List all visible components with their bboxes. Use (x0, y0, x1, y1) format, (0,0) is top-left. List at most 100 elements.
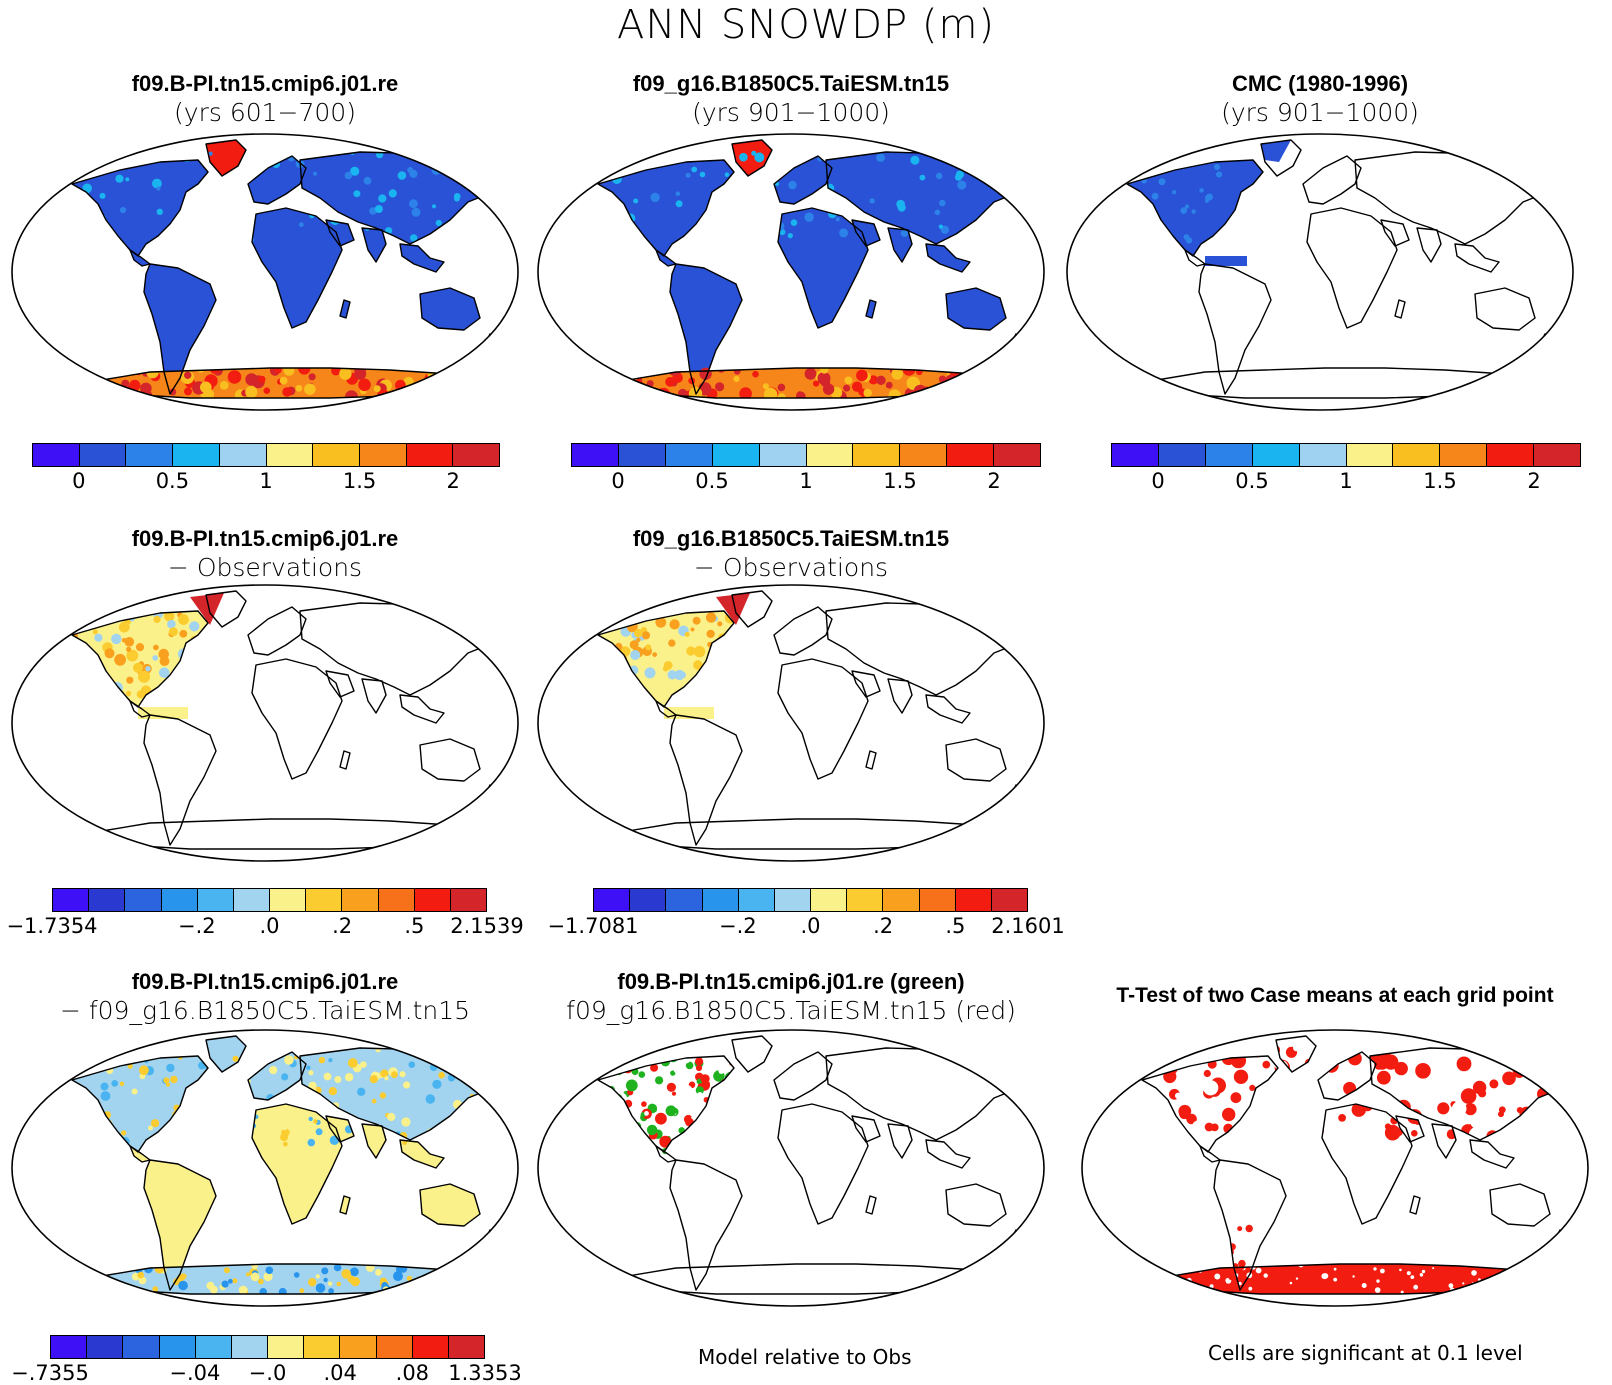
panel-case1: f09.B-PI.tn15.cmip6.j01.re (yrs 601−700) (10, 70, 520, 411)
colorbar-tick-label: 1 (259, 469, 273, 493)
colorbar-tick-label: .04 (323, 1361, 357, 1385)
panel-case2: f09_g16.B1850C5.TaiESM.tn15 (yrs 901−100… (536, 70, 1046, 411)
colorbar-swatch (1205, 444, 1253, 466)
colorbar-swatch (342, 889, 379, 911)
world-map (536, 132, 1046, 412)
panel-subtitle: (yrs 901−1000) (1221, 98, 1419, 127)
colorbar-swatch (161, 889, 198, 911)
colorbar-tick-label: −.7355 (11, 1361, 89, 1385)
colorbar-tick-label: 2 (446, 469, 460, 493)
colorbar-swatch (53, 889, 90, 911)
map-canvas (11, 133, 519, 411)
panel-title: f09.B-PI.tn15.cmip6.j01.re (131, 969, 399, 994)
colorbar-swatch (266, 444, 314, 466)
colorbar-tick-label: 0 (1151, 469, 1165, 493)
colorbar-swatch (806, 444, 854, 466)
colorbar-swatch (1440, 444, 1488, 466)
colorbar-swatch (414, 889, 451, 911)
colorbar-diff-obs-1: −1.7354 −.2 .0 .2 .5 2.1539 (6, 888, 524, 938)
colorbar-swatch (376, 1336, 413, 1358)
colorbar-swatch (774, 889, 812, 911)
colorbar-labels: 0 0.5 1 1.5 2 (1111, 467, 1581, 493)
colorbar-diff-case: −.7355 −.04 −.0 .04 .08 1.3353 (11, 1335, 522, 1385)
world-map (10, 132, 520, 412)
colorbar-boxes (571, 443, 1041, 467)
colorbar-swatch (947, 444, 995, 466)
map-canvas (537, 1029, 1045, 1307)
colorbar-tick-label: −.2 (178, 914, 216, 938)
colorbar-swatch (197, 889, 234, 911)
colorbar-swatch (900, 444, 948, 466)
colorbar-swatch (231, 1336, 269, 1358)
colorbar-tick-label: .5 (945, 914, 966, 938)
colorbar-swatch (450, 889, 487, 911)
colorbar-swatch (195, 1336, 232, 1358)
colorbar-swatch (123, 1336, 160, 1358)
colorbar-tick-label: −1.7081 (547, 914, 639, 938)
colorbar-swatch (702, 889, 739, 911)
colorbar-swatch (304, 1336, 341, 1358)
colorbar-swatch (51, 1336, 88, 1358)
colorbar-tick-label: 1.5 (883, 469, 917, 493)
map-canvas (537, 133, 1045, 411)
panel-subtitle: − Observations (167, 553, 363, 582)
colorbar-swatch (340, 1336, 377, 1358)
colorbar-boxes (593, 888, 1028, 912)
panel-subtitle: (yrs 901−1000) (692, 98, 890, 127)
colorbar-boxes (1111, 443, 1581, 467)
colorbar-tick-label: 2 (987, 469, 1001, 493)
colorbar-swatch (847, 889, 884, 911)
main-title: ANN SNOWDP (m) (616, 2, 996, 48)
world-map (536, 1028, 1046, 1308)
colorbar-swatch (1252, 444, 1300, 466)
colorbar-tick-label: .0 (800, 914, 821, 938)
colorbar-labels: −1.7081 −.2 .0 .2 .5 2.1601 (547, 912, 1064, 938)
colorbar-tick-label: 1 (1339, 469, 1353, 493)
colorbar-tick-label: 1 (799, 469, 813, 493)
panel-diff-obs-2: f09_g16.B1850C5.TaiESM.tn15 − Observatio… (536, 525, 1046, 862)
colorbar-swatch (1346, 444, 1394, 466)
panel-subtitle: (yrs 601−700) (174, 98, 356, 127)
panel-title: f09_g16.B1850C5.TaiESM.tn15 (632, 71, 950, 96)
world-map (1065, 132, 1575, 412)
colorbar-swatch (712, 444, 760, 466)
panel-diff-obs-1: f09.B-PI.tn15.cmip6.j01.re − Observation… (10, 525, 520, 862)
colorbar-labels: −1.7354 −.2 .0 .2 .5 2.1539 (6, 912, 523, 938)
relative-note: Model relative to Obs (698, 1345, 912, 1369)
panel-subtitle: − Observations (693, 553, 889, 582)
colorbar-swatch (618, 444, 666, 466)
colorbar-tick-label: 0.5 (155, 469, 190, 493)
colorbar-tick-label: −1.7354 (6, 914, 98, 938)
colorbar-boxes (32, 443, 500, 467)
colorbar-tick-label: 2.1601 (991, 914, 1065, 938)
colorbar-diff-obs-2: −1.7081 −.2 .0 .2 .5 2.1601 (547, 888, 1065, 938)
colorbar-tick-label: 0.5 (695, 469, 729, 493)
colorbar-swatch (1158, 444, 1206, 466)
colorbar-swatch (126, 444, 174, 466)
panel-relative: f09.B-PI.tn15.cmip6.j01.re (green) f09_g… (536, 968, 1046, 1307)
colorbar-labels: 0 0.5 1 1.5 2 (571, 467, 1041, 493)
colorbar-tick-label: −.0 (248, 1361, 287, 1385)
panel-title: f09.B-PI.tn15.cmip6.j01.re (131, 526, 399, 551)
colorbar-swatch (159, 1336, 196, 1358)
colorbar-tick-label: 1.3353 (448, 1361, 522, 1385)
colorbar-obs: 0 0.5 1 1.5 2 (1111, 443, 1581, 493)
colorbar-tick-label: 0 (72, 469, 86, 493)
panel-title: CMC (1980-1996) (1231, 71, 1409, 96)
colorbar-swatch (853, 444, 901, 466)
colorbar-swatch (313, 444, 360, 466)
colorbar-swatch (412, 1336, 449, 1358)
colorbar-swatch (666, 889, 703, 911)
colorbar-swatch (79, 444, 127, 466)
colorbar-swatch (448, 1336, 485, 1358)
colorbar-swatch (453, 444, 500, 466)
panel-title: f09_g16.B1850C5.TaiESM.tn15 (632, 526, 950, 551)
map-canvas (11, 1029, 519, 1307)
panel-title: f09.B-PI.tn15.cmip6.j01.re (green) (617, 969, 965, 994)
significance-note: Cells are significant at 0.1 level (1208, 1341, 1523, 1365)
colorbar-tick-label: 2 (1527, 469, 1541, 493)
map-canvas (11, 584, 519, 862)
colorbar-boxes (50, 1335, 485, 1359)
colorbar-tick-label: 2.1539 (450, 914, 524, 938)
world-map (1080, 1028, 1590, 1308)
